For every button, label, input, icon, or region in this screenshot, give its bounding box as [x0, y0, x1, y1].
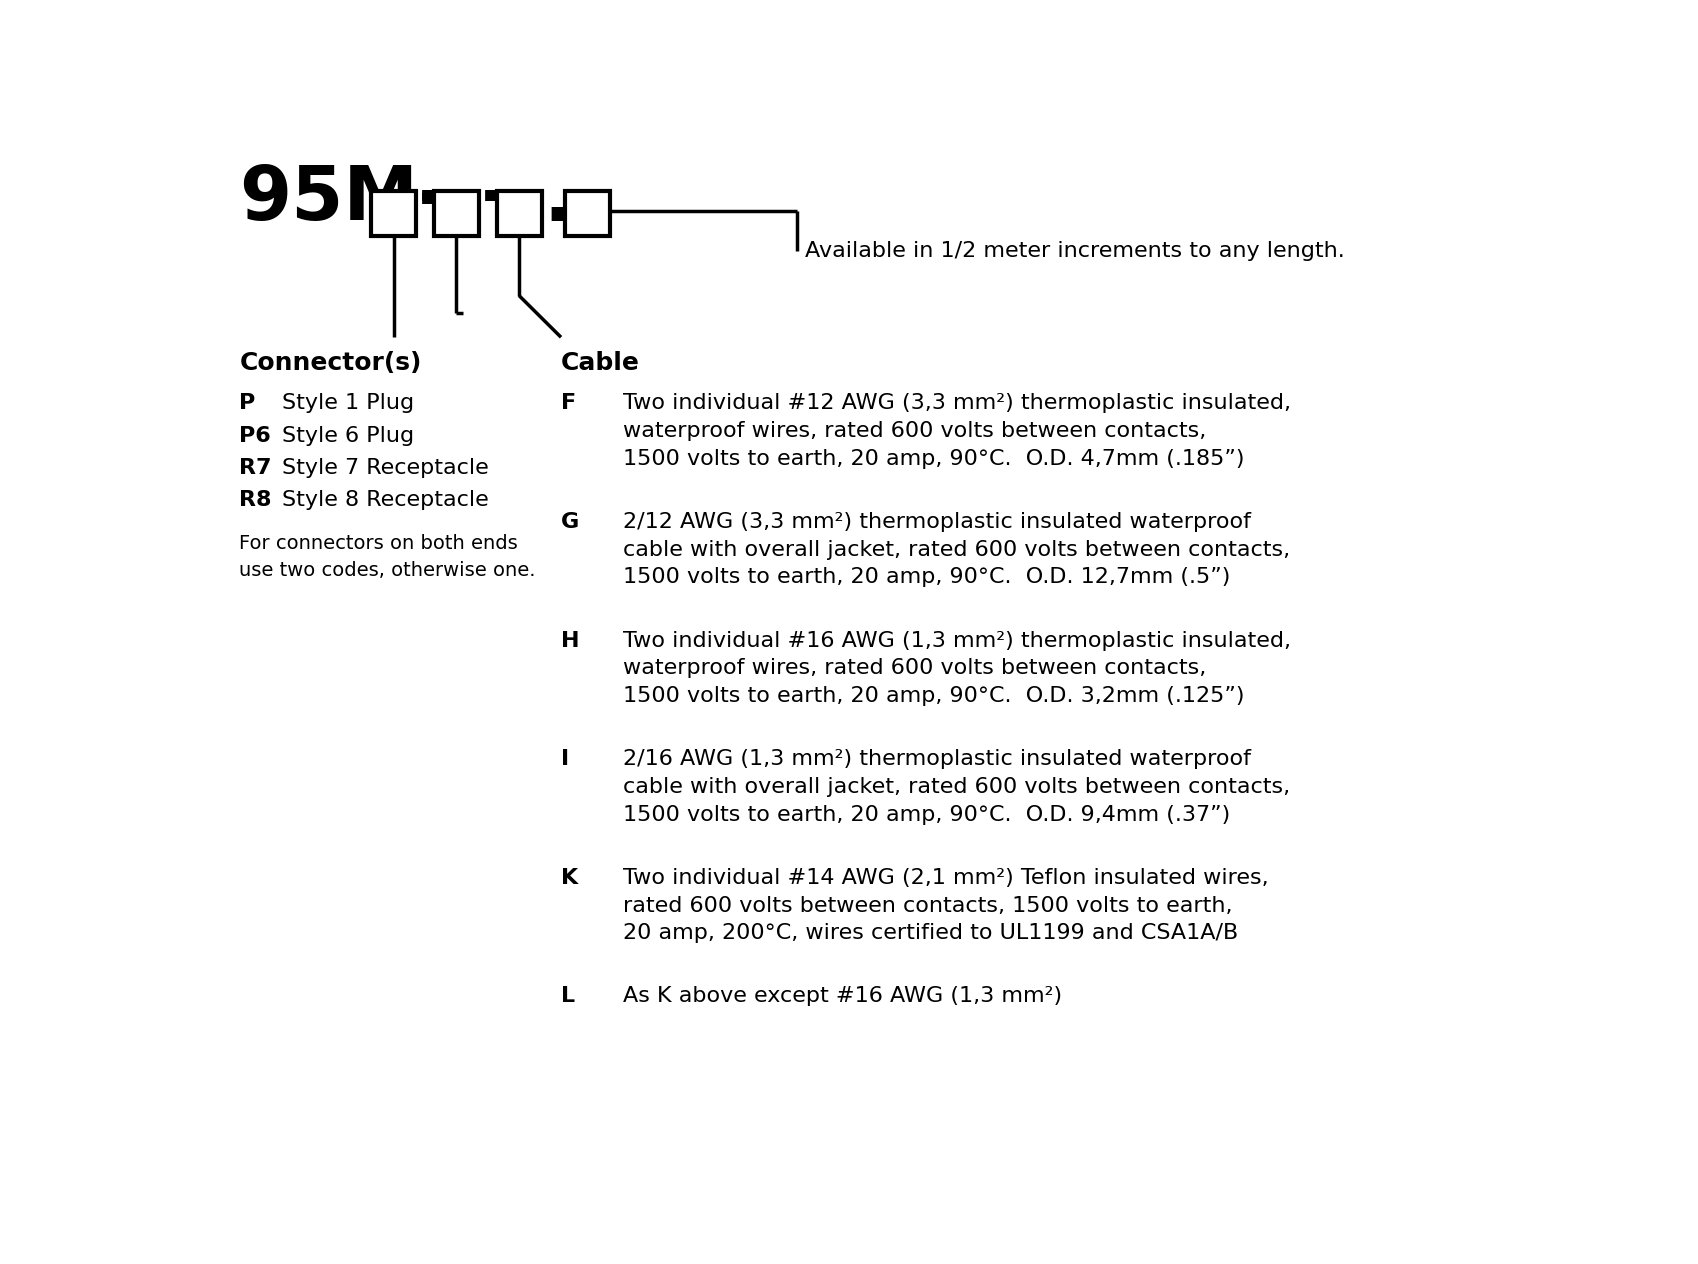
Text: waterproof wires, rated 600 volts between contacts,: waterproof wires, rated 600 volts betwee… — [623, 421, 1206, 441]
Text: Two individual #16 AWG (1,3 mm²) thermoplastic insulated,: Two individual #16 AWG (1,3 mm²) thermop… — [623, 631, 1290, 651]
Text: For connectors on both ends
use two codes, otherwise one.: For connectors on both ends use two code… — [239, 535, 537, 580]
Text: P: P — [239, 393, 256, 413]
Text: cable with overall jacket, rated 600 volts between contacts,: cable with overall jacket, rated 600 vol… — [623, 777, 1290, 796]
Text: K: K — [560, 868, 577, 887]
Text: G: G — [560, 512, 579, 532]
Text: 2/16 AWG (1,3 mm²) thermoplastic insulated waterproof: 2/16 AWG (1,3 mm²) thermoplastic insulat… — [623, 750, 1251, 770]
Text: Style 6 Plug: Style 6 Plug — [282, 426, 414, 446]
Text: 1500 volts to earth, 20 amp, 90°C.  O.D. 4,7mm (.185”): 1500 volts to earth, 20 amp, 90°C. O.D. … — [623, 449, 1245, 469]
Text: Two individual #14 AWG (2,1 mm²) Teflon insulated wires,: Two individual #14 AWG (2,1 mm²) Teflon … — [623, 868, 1268, 887]
Text: F: F — [560, 393, 576, 413]
Text: 95M-: 95M- — [239, 163, 450, 235]
Text: Style 1 Plug: Style 1 Plug — [282, 393, 414, 413]
Text: 1500 volts to earth, 20 amp, 90°C.  O.D. 12,7mm (.5”): 1500 volts to earth, 20 amp, 90°C. O.D. … — [623, 568, 1231, 588]
Text: .: . — [543, 164, 572, 238]
Bar — [372, 191, 416, 235]
Text: 2/12 AWG (3,3 mm²) thermoplastic insulated waterproof: 2/12 AWG (3,3 mm²) thermoplastic insulat… — [623, 512, 1251, 532]
Text: -: - — [418, 161, 450, 234]
Text: R8: R8 — [239, 490, 272, 511]
Text: waterproof wires, rated 600 volts between contacts,: waterproof wires, rated 600 volts betwee… — [623, 659, 1206, 679]
Text: rated 600 volts between contacts, 1500 volts to earth,: rated 600 volts between contacts, 1500 v… — [623, 895, 1233, 915]
Text: Available in 1/2 meter increments to any length.: Available in 1/2 meter increments to any… — [805, 241, 1345, 260]
Text: 1500 volts to earth, 20 amp, 90°C.  O.D. 3,2mm (.125”): 1500 volts to earth, 20 amp, 90°C. O.D. … — [623, 686, 1245, 707]
Text: Style 7 Receptacle: Style 7 Receptacle — [282, 458, 489, 478]
Bar — [435, 191, 479, 235]
Text: Style 8 Receptacle: Style 8 Receptacle — [282, 490, 489, 511]
Text: Connector(s): Connector(s) — [239, 351, 421, 375]
Text: L: L — [560, 986, 576, 1006]
Text: -: - — [481, 161, 513, 234]
Bar — [565, 191, 610, 235]
Text: P6: P6 — [239, 426, 272, 446]
Text: R7: R7 — [239, 458, 272, 478]
Text: cable with overall jacket, rated 600 volts between contacts,: cable with overall jacket, rated 600 vol… — [623, 540, 1290, 560]
Text: H: H — [560, 631, 579, 651]
Text: As K above except #16 AWG (1,3 mm²): As K above except #16 AWG (1,3 mm²) — [623, 986, 1063, 1006]
Text: Two individual #12 AWG (3,3 mm²) thermoplastic insulated,: Two individual #12 AWG (3,3 mm²) thermop… — [623, 393, 1290, 413]
Bar — [498, 191, 542, 235]
Text: Cable: Cable — [560, 351, 640, 375]
Text: 20 amp, 200°C, wires certified to UL1199 and CSA1A/B: 20 amp, 200°C, wires certified to UL1199… — [623, 923, 1238, 943]
Text: I: I — [560, 750, 569, 770]
Text: 1500 volts to earth, 20 amp, 90°C.  O.D. 9,4mm (.37”): 1500 volts to earth, 20 amp, 90°C. O.D. … — [623, 805, 1231, 824]
